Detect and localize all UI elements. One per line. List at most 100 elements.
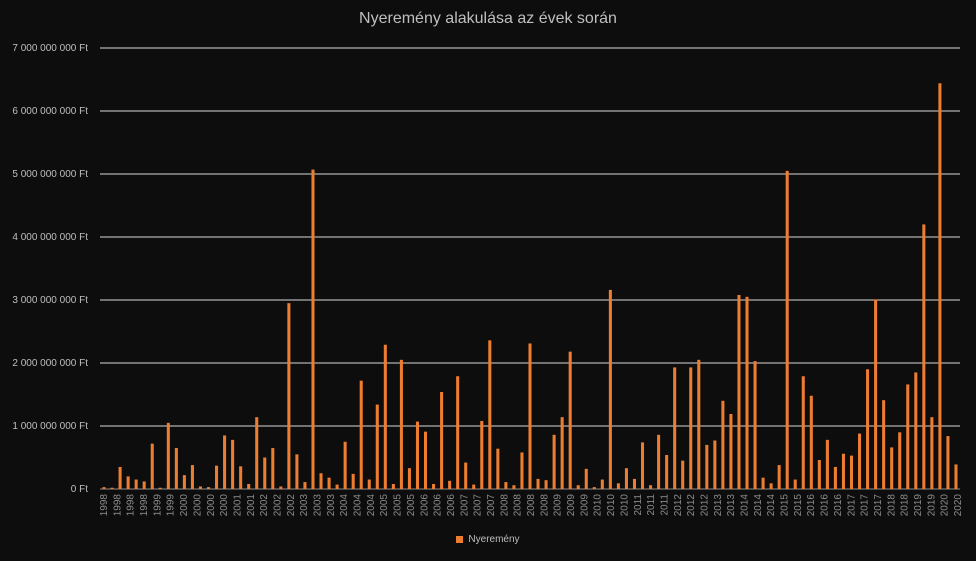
bar (279, 486, 283, 489)
x-tick-label: 2020 (940, 494, 951, 517)
bar (311, 169, 315, 489)
x-tick-label: 2011 (633, 494, 644, 516)
x-tick-label: 2008 (526, 494, 537, 517)
x-tick-label: 2006 (419, 494, 430, 517)
bar (568, 351, 572, 489)
bar (858, 433, 862, 489)
x-tick-label: 2016 (820, 494, 831, 517)
bar (287, 303, 291, 489)
bar (335, 484, 339, 489)
bar (480, 420, 484, 489)
bar (432, 483, 436, 489)
x-tick-label: 2010 (606, 494, 617, 517)
bar (592, 487, 596, 489)
bar (166, 422, 170, 489)
legend-label: Nyeremény (468, 534, 520, 545)
bar (520, 452, 524, 489)
bar (351, 473, 355, 489)
x-tick-label: 2003 (313, 494, 324, 517)
x-tick-label: 2000 (219, 494, 230, 517)
bar (536, 478, 540, 489)
bar (560, 417, 564, 489)
x-tick-label: 2006 (433, 494, 444, 517)
x-tick-label: 2004 (339, 494, 350, 517)
bar (440, 391, 444, 489)
x-tick-label: 2012 (673, 494, 684, 517)
x-tick-label: 2014 (766, 494, 777, 517)
bar (375, 404, 379, 489)
x-tick-label: 2005 (406, 494, 417, 517)
bar (624, 468, 628, 489)
bar (223, 435, 227, 489)
legend-swatch (456, 536, 464, 543)
x-tick-label: 2014 (740, 494, 751, 517)
y-tick-label: 6 000 000 000 Ft (12, 106, 88, 117)
chart-title: Nyeremény alakulása az évek során (359, 10, 617, 27)
bar (689, 367, 693, 489)
x-tick-label: 2003 (326, 494, 337, 517)
bar (713, 440, 717, 489)
bar (102, 487, 106, 489)
x-tick-label: 2004 (366, 494, 377, 517)
bar (681, 460, 685, 489)
y-tick-label: 3 000 000 000 Ft (12, 295, 88, 306)
x-tick-label: 2000 (206, 494, 217, 517)
bar (737, 294, 741, 489)
bar (914, 372, 918, 489)
bar (150, 443, 154, 489)
bar (665, 454, 669, 489)
x-tick-label: 2010 (593, 494, 604, 517)
bar (464, 462, 468, 489)
x-tick-label: 2018 (900, 494, 911, 517)
bar (472, 484, 476, 489)
y-axis-labels: 0 Ft 1 000 000 000 Ft 2 000 000 000 Ft 3 00… (12, 43, 88, 495)
x-tick-label: 2002 (272, 494, 283, 517)
x-tick-label: 2002 (286, 494, 297, 517)
bar (126, 476, 130, 489)
bar (938, 83, 942, 489)
x-tick-label: 2013 (726, 494, 737, 517)
bar (295, 454, 299, 489)
bar (608, 289, 612, 489)
legend: Nyeremény (0, 534, 976, 545)
x-tick-label: 2015 (793, 494, 804, 517)
bar (721, 400, 725, 489)
x-tick-label: 2008 (513, 494, 524, 517)
bar (841, 453, 845, 489)
bar (544, 480, 548, 489)
x-tick-label: 2012 (699, 494, 710, 517)
bar (206, 487, 211, 489)
bar (769, 483, 773, 489)
bar (399, 359, 403, 489)
y-tick-label: 4 000 000 000 Ft (12, 232, 88, 243)
bar (801, 376, 805, 489)
bar (303, 482, 307, 489)
x-tick-label: 1999 (152, 494, 163, 517)
bar (825, 439, 829, 489)
bar (383, 344, 387, 489)
bar (946, 436, 950, 489)
bar (809, 395, 813, 489)
x-tick-label: 2019 (913, 494, 924, 517)
bar (319, 473, 323, 489)
bar (906, 384, 910, 489)
bar (456, 376, 460, 489)
bar-series (102, 83, 958, 489)
y-tick-label: 1 000 000 000 Ft (12, 421, 88, 432)
x-tick-label: 2009 (579, 494, 590, 517)
x-tick-label: 2005 (393, 494, 404, 517)
x-tick-label: 2000 (192, 494, 203, 517)
x-tick-label: 2016 (806, 494, 817, 517)
x-tick-label: 2013 (713, 494, 724, 517)
x-tick-label: 2002 (259, 494, 270, 517)
x-tick-label: 2000 (179, 494, 190, 517)
y-tick-label: 2 000 000 000 Ft (12, 358, 88, 369)
bar (632, 478, 637, 489)
bar (874, 299, 878, 489)
bar (930, 417, 934, 489)
bar (239, 466, 243, 489)
x-tick-label: 2011 (659, 494, 670, 516)
bar (407, 468, 411, 489)
bar (174, 448, 178, 489)
